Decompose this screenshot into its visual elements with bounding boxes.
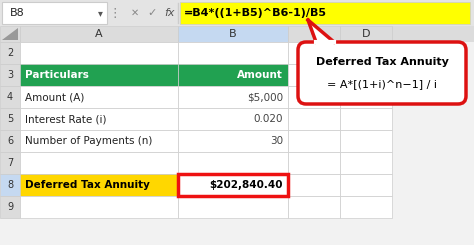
Polygon shape: [2, 28, 18, 40]
FancyBboxPatch shape: [20, 196, 178, 218]
FancyBboxPatch shape: [178, 130, 288, 152]
FancyBboxPatch shape: [178, 174, 288, 196]
FancyBboxPatch shape: [288, 152, 340, 174]
FancyBboxPatch shape: [2, 2, 107, 24]
FancyBboxPatch shape: [288, 26, 340, 42]
Text: ⋮: ⋮: [109, 7, 121, 20]
Text: B: B: [229, 29, 237, 39]
FancyBboxPatch shape: [20, 64, 178, 86]
Text: 8: 8: [7, 180, 13, 190]
FancyBboxPatch shape: [340, 64, 392, 86]
Text: = A*[(1+i)^n−1] / i: = A*[(1+i)^n−1] / i: [327, 79, 437, 89]
FancyBboxPatch shape: [288, 42, 340, 64]
Text: 3: 3: [7, 70, 13, 80]
Text: C: C: [310, 29, 318, 39]
FancyBboxPatch shape: [288, 196, 340, 218]
FancyBboxPatch shape: [178, 64, 288, 86]
FancyBboxPatch shape: [178, 42, 288, 64]
Text: 9: 9: [7, 202, 13, 212]
FancyBboxPatch shape: [392, 26, 474, 42]
Polygon shape: [308, 20, 334, 42]
FancyBboxPatch shape: [0, 152, 20, 174]
FancyBboxPatch shape: [178, 152, 288, 174]
Text: Interest Rate (i): Interest Rate (i): [25, 114, 107, 124]
Text: $5,000: $5,000: [247, 92, 283, 102]
FancyBboxPatch shape: [298, 42, 466, 104]
FancyBboxPatch shape: [180, 2, 470, 24]
FancyBboxPatch shape: [0, 196, 20, 218]
Text: ▾: ▾: [98, 8, 102, 18]
FancyBboxPatch shape: [0, 108, 20, 130]
FancyBboxPatch shape: [178, 108, 288, 130]
FancyBboxPatch shape: [340, 86, 392, 108]
Text: $202,840.40: $202,840.40: [210, 180, 283, 190]
Text: 30: 30: [270, 136, 283, 146]
Text: 4: 4: [7, 92, 13, 102]
FancyBboxPatch shape: [340, 130, 392, 152]
Text: Number of Payments (n): Number of Payments (n): [25, 136, 152, 146]
FancyBboxPatch shape: [288, 130, 340, 152]
FancyBboxPatch shape: [340, 196, 392, 218]
FancyBboxPatch shape: [0, 64, 20, 86]
FancyBboxPatch shape: [20, 108, 178, 130]
FancyBboxPatch shape: [178, 196, 288, 218]
Text: 7: 7: [7, 158, 13, 168]
Text: A: A: [95, 29, 103, 39]
FancyBboxPatch shape: [0, 130, 20, 152]
Text: Amount (A): Amount (A): [25, 92, 84, 102]
FancyBboxPatch shape: [340, 108, 392, 130]
FancyBboxPatch shape: [20, 174, 178, 196]
FancyBboxPatch shape: [0, 42, 20, 64]
Text: 2: 2: [7, 48, 13, 58]
FancyBboxPatch shape: [288, 108, 340, 130]
Text: 6: 6: [7, 136, 13, 146]
FancyBboxPatch shape: [20, 152, 178, 174]
Text: Deferred Tax Annuity: Deferred Tax Annuity: [316, 57, 448, 67]
FancyBboxPatch shape: [288, 64, 340, 86]
FancyBboxPatch shape: [0, 0, 474, 26]
FancyBboxPatch shape: [20, 26, 178, 42]
FancyBboxPatch shape: [340, 152, 392, 174]
Text: B8: B8: [10, 8, 25, 18]
Text: fx: fx: [165, 8, 175, 18]
FancyBboxPatch shape: [0, 26, 20, 42]
FancyBboxPatch shape: [0, 86, 20, 108]
FancyBboxPatch shape: [20, 130, 178, 152]
FancyBboxPatch shape: [340, 42, 392, 64]
FancyBboxPatch shape: [340, 174, 392, 196]
Text: 5: 5: [7, 114, 13, 124]
FancyBboxPatch shape: [288, 174, 340, 196]
Text: ✓: ✓: [147, 8, 157, 18]
FancyBboxPatch shape: [20, 42, 178, 64]
FancyBboxPatch shape: [178, 86, 288, 108]
Text: =B4*((1+B5)^B6-1)/B5: =B4*((1+B5)^B6-1)/B5: [184, 8, 327, 18]
Text: Particulars: Particulars: [25, 70, 89, 80]
Text: ✕: ✕: [131, 8, 139, 18]
FancyBboxPatch shape: [20, 86, 178, 108]
Text: Amount: Amount: [237, 70, 283, 80]
FancyBboxPatch shape: [288, 86, 340, 108]
Text: Deferred Tax Annuity: Deferred Tax Annuity: [25, 180, 150, 190]
Text: 0.020: 0.020: [254, 114, 283, 124]
Text: D: D: [362, 29, 370, 39]
FancyBboxPatch shape: [340, 26, 392, 42]
FancyBboxPatch shape: [0, 174, 20, 196]
FancyBboxPatch shape: [178, 26, 288, 42]
